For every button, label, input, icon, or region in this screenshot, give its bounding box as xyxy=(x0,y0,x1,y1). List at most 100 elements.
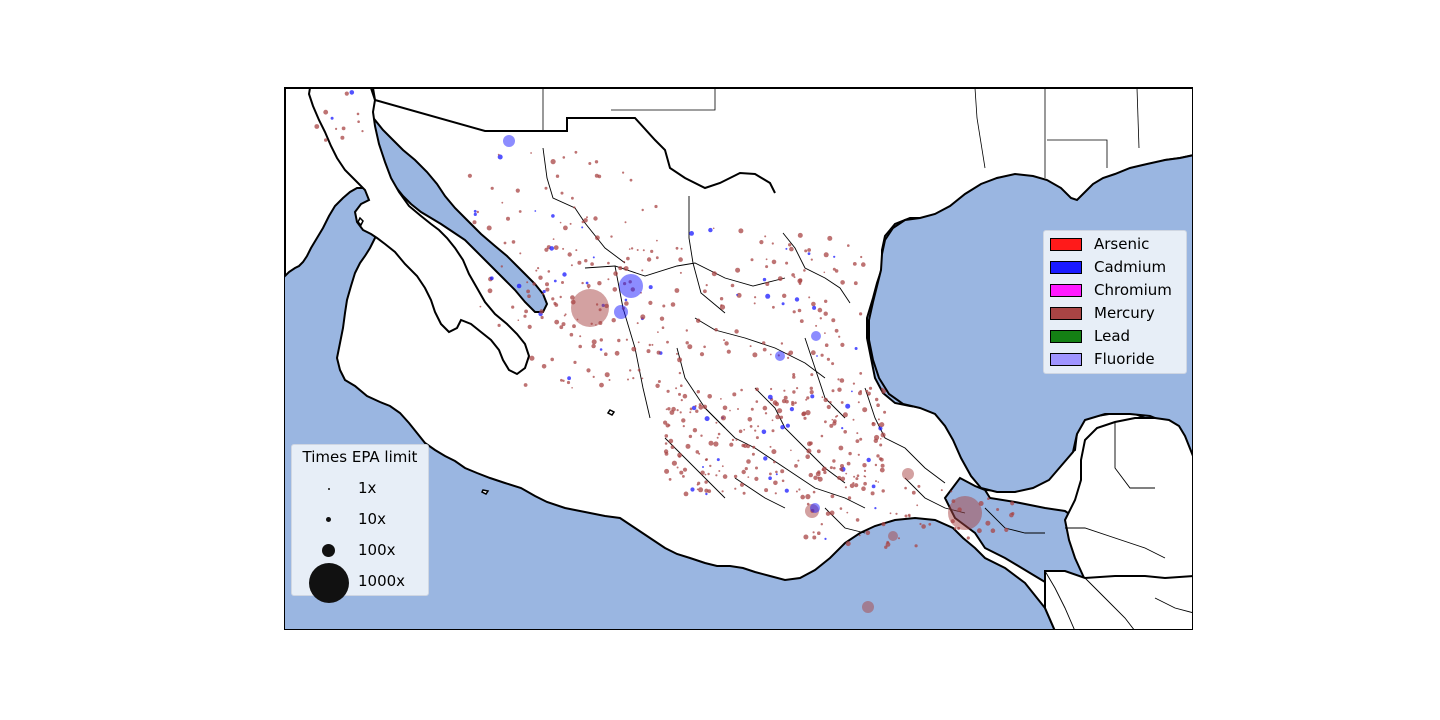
sample-point xyxy=(560,378,563,382)
sample-point xyxy=(877,418,880,421)
sample-point xyxy=(838,445,844,451)
sample-point xyxy=(698,452,701,455)
sample-point xyxy=(341,126,346,131)
sample-point xyxy=(809,386,813,390)
sample-point xyxy=(586,216,588,219)
sample-point xyxy=(721,465,724,468)
sample-point xyxy=(879,467,885,473)
sample-point xyxy=(584,259,588,263)
sample-point xyxy=(700,470,705,475)
sample-point xyxy=(714,328,718,332)
sample-point xyxy=(604,352,608,357)
sample-point xyxy=(721,490,724,493)
sample-point xyxy=(515,188,520,193)
sample-point xyxy=(599,348,603,351)
sample-point xyxy=(873,438,878,443)
sample-point xyxy=(720,415,726,421)
sample-point xyxy=(692,428,698,433)
sample-point xyxy=(569,332,574,337)
sample-point xyxy=(769,353,772,356)
sample-point xyxy=(604,372,610,378)
island xyxy=(357,216,364,227)
sample-point xyxy=(722,474,728,479)
sample-point xyxy=(775,470,778,474)
size-label-10x: 10x xyxy=(358,510,386,528)
sample-point xyxy=(874,507,877,510)
sample-point xyxy=(335,127,338,130)
sample-point xyxy=(806,396,810,400)
sample-point xyxy=(985,520,991,526)
legend-item-arsenic: Arsenic xyxy=(1050,234,1149,254)
sample-point xyxy=(656,350,661,355)
sample-point xyxy=(859,372,863,375)
sample-point xyxy=(831,418,834,421)
size-legend-row: 10x xyxy=(292,507,428,533)
sample-point xyxy=(625,338,628,341)
sample-point xyxy=(678,371,682,375)
sample-point xyxy=(775,414,781,420)
sample-point xyxy=(857,401,860,404)
sample-point xyxy=(797,459,800,462)
sample-point xyxy=(846,461,851,466)
sample-point xyxy=(740,388,743,392)
sample-point xyxy=(588,162,592,165)
sample-point xyxy=(754,429,757,432)
legend-label: Fluoride xyxy=(1094,350,1155,368)
sample-point xyxy=(879,443,883,447)
sample-point xyxy=(562,272,567,277)
sample-point xyxy=(624,221,627,224)
sample-point xyxy=(755,466,758,470)
sample-point xyxy=(683,491,689,497)
sample-point xyxy=(817,531,821,535)
size-legend-row: 100x xyxy=(292,538,428,564)
sample-point xyxy=(679,271,682,274)
sample-point xyxy=(500,265,503,268)
sample-point xyxy=(916,504,919,507)
sample-point xyxy=(804,249,808,253)
sample-point xyxy=(817,307,823,313)
sample-point xyxy=(610,235,613,238)
sample-point xyxy=(687,344,693,350)
sample-point xyxy=(704,416,710,422)
sample-point xyxy=(526,281,529,284)
sample-point xyxy=(591,339,597,345)
sample-point xyxy=(855,477,859,481)
sample-point xyxy=(611,318,616,323)
sample-point xyxy=(497,154,503,160)
sample-point xyxy=(784,488,789,493)
major-sample-point xyxy=(948,496,982,530)
sample-point xyxy=(848,451,852,456)
sample-point xyxy=(841,469,844,472)
sample-point xyxy=(573,206,576,209)
sample-point xyxy=(646,349,651,354)
legend-item-lead: Lead xyxy=(1050,326,1130,346)
major-sample-point xyxy=(862,601,874,613)
sample-point xyxy=(898,537,900,540)
sample-point xyxy=(516,283,522,289)
sample-point xyxy=(754,296,757,299)
sample-point xyxy=(503,241,507,245)
sample-point xyxy=(809,441,813,446)
sample-point xyxy=(717,432,721,436)
sample-point xyxy=(839,507,843,510)
sample-point xyxy=(837,475,842,480)
sample-point xyxy=(629,369,632,372)
sample-point xyxy=(715,421,718,424)
sample-point xyxy=(519,252,522,255)
sample-point xyxy=(791,273,795,277)
sample-point xyxy=(685,341,689,345)
sample-point xyxy=(573,360,577,364)
sample-point xyxy=(726,349,731,354)
sample-point xyxy=(940,489,943,492)
us-state-lines xyxy=(542,88,1140,178)
sample-point xyxy=(765,265,769,269)
sample-point xyxy=(730,283,735,288)
sample-point xyxy=(724,341,729,346)
sample-point xyxy=(775,473,778,476)
sample-point xyxy=(874,463,878,467)
sample-point xyxy=(612,287,618,292)
sample-point xyxy=(571,196,574,200)
sample-point xyxy=(545,287,550,292)
sample-point xyxy=(911,490,916,495)
sample-point xyxy=(847,244,850,247)
